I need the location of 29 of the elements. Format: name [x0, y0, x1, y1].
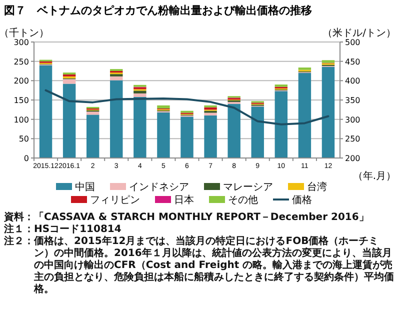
text: 注２：価格は、2015年12月までは、当該月の特定日におけるFOB価格（ホーチミン）の中間価格。2016年１月以降は、統計値の公表方法の変更により、当該月の中国向け輸出のCFR（Cost and Freight の略。輸入港までの海上運賃が売主の負担となり、危険負担は本船に船積みしたときに終了する契約条件）平均価格。: [4, 236, 395, 296]
y-tick-label: 50: [18, 134, 29, 144]
y2-tick-label: 300: [345, 115, 360, 124]
legend-label: 台湾: [307, 181, 327, 193]
y-axis-title: （千トン）: [0, 27, 49, 39]
y-tick-label: 200: [14, 76, 29, 86]
y-tick-label: 0: [24, 154, 29, 163]
y2-tick-label: 500: [345, 38, 360, 47]
y2-tick-label: 350: [345, 96, 360, 105]
y2-tick-label: 400: [345, 76, 360, 86]
legend-label: 中国: [75, 181, 95, 193]
legend-label: 価格: [292, 194, 312, 206]
y-tick-label: 100: [14, 115, 29, 124]
legend-label: マレーシア: [223, 182, 273, 193]
y2-tick-label: 200: [345, 154, 360, 163]
text: 注１：HSコード110814: [4, 224, 122, 235]
legend-label: フィリピン: [90, 195, 140, 206]
y-tick-label: 250: [14, 57, 29, 66]
x-axis-title: （年.月）: [352, 170, 396, 182]
y-tick-label: 150: [14, 96, 29, 105]
y2-axis-title: （米ドル/トン）: [322, 27, 396, 39]
chart-title: 図７ ベトナムのタピオカでん粉輸出量および輸出価格の推移: [4, 4, 312, 17]
y2-tick-label: 450: [345, 57, 360, 66]
y-tick-label: 300: [14, 38, 29, 47]
text: 資料：「CASSAVA & STARCH MONTHLY REPORT－December 2016」: [4, 212, 370, 223]
legend-label: その他: [228, 194, 258, 206]
legend-label: 日本: [174, 194, 194, 206]
legend-label: インドネシア: [129, 182, 189, 193]
y2-tick-label: 250: [345, 134, 360, 144]
